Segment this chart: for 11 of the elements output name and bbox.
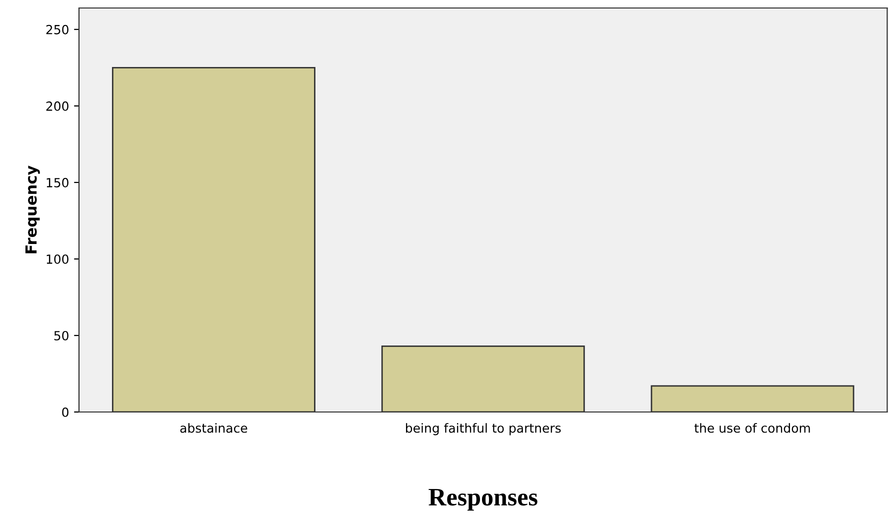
y-tick-label: 0	[62, 407, 68, 417]
y-tick-label: 250	[46, 24, 68, 34]
y-tick-label: 50	[54, 330, 68, 340]
y-tick-label: 150	[46, 178, 68, 188]
y-axis-title: Frequency	[25, 166, 40, 254]
x-tick-label: the use of condom	[694, 423, 810, 433]
y-tick-label: 100	[46, 254, 68, 264]
y-tick-label: 200	[46, 101, 68, 111]
x-tick-label: abstainace	[180, 423, 248, 433]
x-tick-label: being faithful to partners	[406, 423, 561, 436]
x-axis-title: Responses	[428, 488, 538, 511]
